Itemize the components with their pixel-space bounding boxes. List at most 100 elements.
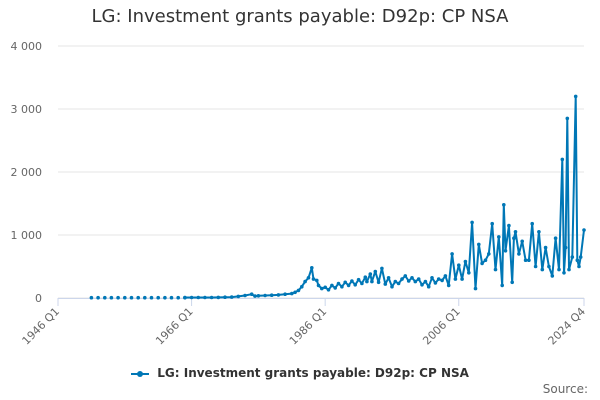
- data-point[interactable]: [396, 281, 401, 286]
- data-point[interactable]: [446, 283, 451, 288]
- data-point[interactable]: [176, 295, 180, 300]
- data-point[interactable]: [196, 295, 201, 300]
- data-point[interactable]: [300, 284, 304, 289]
- data-point[interactable]: [423, 279, 428, 284]
- data-point[interactable]: [169, 295, 174, 300]
- data-point[interactable]: [323, 285, 328, 290]
- data-point[interactable]: [320, 286, 324, 291]
- data-point[interactable]: [502, 203, 506, 207]
- data-point[interactable]: [440, 278, 444, 283]
- data-point[interactable]: [363, 275, 368, 280]
- data-point[interactable]: [463, 259, 468, 264]
- data-point[interactable]: [109, 295, 114, 300]
- data-point[interactable]: [183, 295, 187, 300]
- data-point[interactable]: [450, 252, 454, 256]
- data-point[interactable]: [383, 282, 388, 286]
- data-point[interactable]: [136, 295, 140, 300]
- data-point[interactable]: [390, 284, 394, 289]
- data-point[interactable]: [393, 279, 398, 284]
- legend[interactable]: LG: Investment grants payable: D92p: CP …: [0, 366, 600, 380]
- data-point[interactable]: [533, 264, 538, 269]
- data-point[interactable]: [203, 295, 207, 300]
- data-point[interactable]: [473, 286, 478, 291]
- data-point[interactable]: [575, 258, 580, 263]
- data-point[interactable]: [189, 295, 194, 300]
- data-point[interactable]: [426, 284, 431, 289]
- data-point[interactable]: [562, 271, 566, 275]
- data-point[interactable]: [547, 264, 551, 269]
- series-line[interactable]: [184, 95, 585, 299]
- data-point[interactable]: [96, 295, 100, 300]
- data-point[interactable]: [517, 252, 521, 256]
- data-point[interactable]: [510, 280, 514, 285]
- data-point[interactable]: [316, 283, 321, 288]
- data-point[interactable]: [368, 272, 373, 276]
- data-point[interactable]: [350, 279, 354, 283]
- data-point[interactable]: [143, 295, 147, 300]
- data-point[interactable]: [503, 249, 508, 253]
- data-point[interactable]: [565, 116, 570, 121]
- data-point[interactable]: [540, 267, 545, 272]
- data-point[interactable]: [283, 292, 287, 297]
- data-point[interactable]: [356, 277, 361, 282]
- data-point[interactable]: [413, 279, 418, 284]
- data-point[interactable]: [129, 295, 134, 300]
- data-point[interactable]: [310, 266, 314, 270]
- data-point[interactable]: [410, 276, 414, 280]
- data-point[interactable]: [103, 295, 107, 300]
- data-point[interactable]: [470, 220, 474, 225]
- data-point[interactable]: [443, 274, 448, 278]
- data-point[interactable]: [330, 283, 334, 288]
- data-point[interactable]: [293, 290, 297, 295]
- data-point[interactable]: [577, 264, 581, 269]
- data-point[interactable]: [513, 230, 518, 234]
- data-point[interactable]: [570, 255, 575, 259]
- data-point[interactable]: [433, 281, 438, 285]
- data-point[interactable]: [487, 252, 491, 256]
- data-point[interactable]: [365, 279, 369, 284]
- data-point[interactable]: [406, 279, 411, 283]
- data-point[interactable]: [346, 283, 351, 288]
- data-point[interactable]: [480, 261, 484, 266]
- data-point[interactable]: [156, 295, 160, 300]
- data-point[interactable]: [527, 258, 531, 263]
- data-point[interactable]: [563, 245, 568, 250]
- data-point[interactable]: [457, 263, 461, 268]
- data-point[interactable]: [163, 295, 167, 300]
- data-point[interactable]: [243, 293, 247, 298]
- data-point[interactable]: [353, 283, 358, 287]
- data-point[interactable]: [263, 293, 267, 298]
- data-point[interactable]: [543, 245, 548, 250]
- data-point[interactable]: [256, 294, 261, 298]
- data-point[interactable]: [560, 157, 565, 162]
- data-point[interactable]: [315, 278, 319, 283]
- data-point[interactable]: [253, 294, 257, 298]
- data-point[interactable]: [416, 277, 421, 281]
- data-point[interactable]: [386, 276, 391, 280]
- data-point[interactable]: [249, 292, 254, 297]
- data-point[interactable]: [520, 239, 524, 244]
- data-point[interactable]: [376, 280, 381, 285]
- data-point[interactable]: [276, 293, 281, 297]
- data-point[interactable]: [512, 236, 516, 240]
- data-point[interactable]: [420, 283, 424, 287]
- data-point[interactable]: [340, 284, 344, 289]
- data-point[interactable]: [453, 277, 458, 281]
- data-point[interactable]: [530, 221, 534, 226]
- data-point[interactable]: [460, 277, 464, 281]
- data-point[interactable]: [490, 221, 495, 226]
- data-point[interactable]: [380, 266, 384, 271]
- data-point[interactable]: [216, 295, 221, 300]
- data-point[interactable]: [567, 267, 571, 272]
- data-point[interactable]: [497, 235, 501, 239]
- data-point[interactable]: [123, 295, 127, 300]
- data-point[interactable]: [578, 255, 583, 259]
- data-point[interactable]: [296, 288, 301, 293]
- data-point[interactable]: [483, 258, 488, 263]
- data-point[interactable]: [573, 94, 578, 99]
- data-point[interactable]: [290, 291, 294, 296]
- data-point[interactable]: [209, 295, 214, 300]
- data-point[interactable]: [336, 281, 341, 286]
- data-point[interactable]: [370, 279, 374, 284]
- data-point[interactable]: [116, 295, 120, 300]
